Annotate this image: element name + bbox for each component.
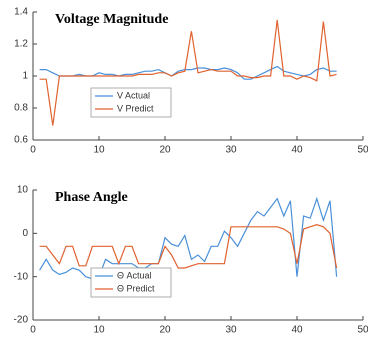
x-tick-label: 20 bbox=[159, 325, 171, 336]
y-tick-label: 1.2 bbox=[14, 39, 28, 50]
y-tick-label: -10 bbox=[14, 271, 29, 282]
y-tick-label: 10 bbox=[17, 185, 29, 196]
y-tick-label: 1.4 bbox=[14, 7, 28, 18]
data-line bbox=[39, 196, 338, 280]
x-tick-label: 40 bbox=[291, 145, 303, 156]
data-line bbox=[39, 19, 337, 126]
x-tick-label: 0 bbox=[30, 145, 36, 156]
legend-box bbox=[90, 87, 172, 118]
x-tick-label: 10 bbox=[93, 325, 105, 336]
x-tick-label: 30 bbox=[225, 325, 237, 336]
y-tick-label: 1 bbox=[22, 71, 28, 82]
chart-title: Phase Angle bbox=[55, 190, 128, 205]
y-tick-label: 0.8 bbox=[14, 103, 28, 114]
x-tick-label: 50 bbox=[357, 145, 368, 156]
x-tick-label: 20 bbox=[159, 145, 171, 156]
data-line bbox=[39, 224, 338, 269]
y-tick-label: 0.6 bbox=[14, 135, 28, 146]
legend-label: Θ Actual bbox=[117, 270, 152, 280]
chart-title: Voltage Magnitude bbox=[55, 12, 168, 27]
x-tick-label: 0 bbox=[30, 325, 36, 336]
x-tick-label: 50 bbox=[357, 325, 368, 336]
x-tick-label: 40 bbox=[291, 325, 303, 336]
legend-label: Θ Predict bbox=[117, 283, 155, 293]
legend-label: V Actual bbox=[117, 90, 150, 100]
y-tick-label: 0 bbox=[22, 228, 28, 239]
legend-label: V Predict bbox=[117, 103, 154, 113]
y-tick-label: -20 bbox=[14, 315, 29, 326]
legend-box bbox=[90, 267, 172, 298]
x-tick-label: 10 bbox=[93, 145, 105, 156]
x-tick-label: 30 bbox=[225, 145, 237, 156]
